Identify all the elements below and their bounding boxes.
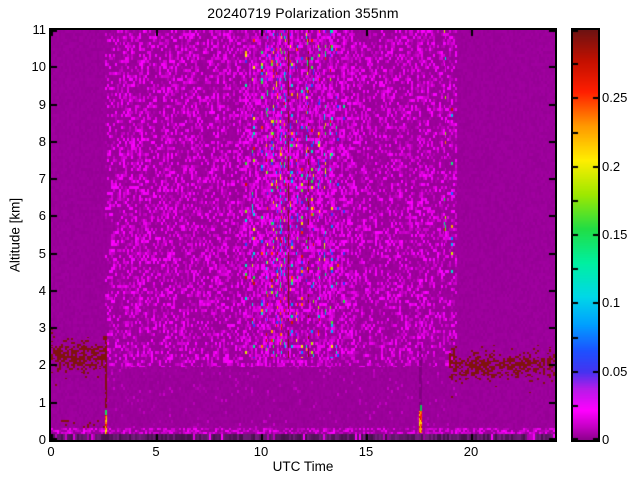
y-tick-label: 1 <box>38 394 46 410</box>
x-tick-label: 0 <box>47 444 55 459</box>
y-tick-label: 11 <box>32 22 47 37</box>
colorbar-tick-label: 0.15 <box>602 227 628 242</box>
chart-title: 20240719 Polarization 355nm <box>207 5 399 21</box>
colorbar-tick-label: 0.25 <box>602 90 628 106</box>
y-tick-label: 3 <box>38 320 46 336</box>
x-tick-label: 5 <box>152 444 160 459</box>
colorbar-tick-label: 0.1 <box>602 295 621 311</box>
colorbar-canvas <box>573 30 598 440</box>
x-tick-label: 15 <box>358 444 374 459</box>
y-tick-label: 9 <box>38 96 46 112</box>
x-axis-label: UTC Time <box>272 459 334 474</box>
x-tick-label: 10 <box>253 444 269 459</box>
colorbar <box>571 28 600 442</box>
plot-area <box>49 28 557 442</box>
colorbar-tick-label: 0.2 <box>602 158 621 174</box>
y-axis-label: Altitude [km] <box>7 197 23 273</box>
heatmap-canvas <box>51 30 555 440</box>
y-tick-label: 7 <box>38 171 46 187</box>
x-tick-label: 20 <box>463 444 479 459</box>
y-tick-label: 2 <box>38 357 46 373</box>
y-tick-label: 4 <box>38 282 46 298</box>
y-tick-label: 10 <box>31 59 46 75</box>
y-tick-label: 5 <box>38 245 46 261</box>
y-tick-label: 6 <box>38 208 46 224</box>
colorbar-tick-label: 0.05 <box>602 363 628 379</box>
y-tick-label: 0 <box>38 432 46 447</box>
y-tick-label: 8 <box>38 133 46 149</box>
colorbar-tick-label: 0 <box>602 432 610 447</box>
